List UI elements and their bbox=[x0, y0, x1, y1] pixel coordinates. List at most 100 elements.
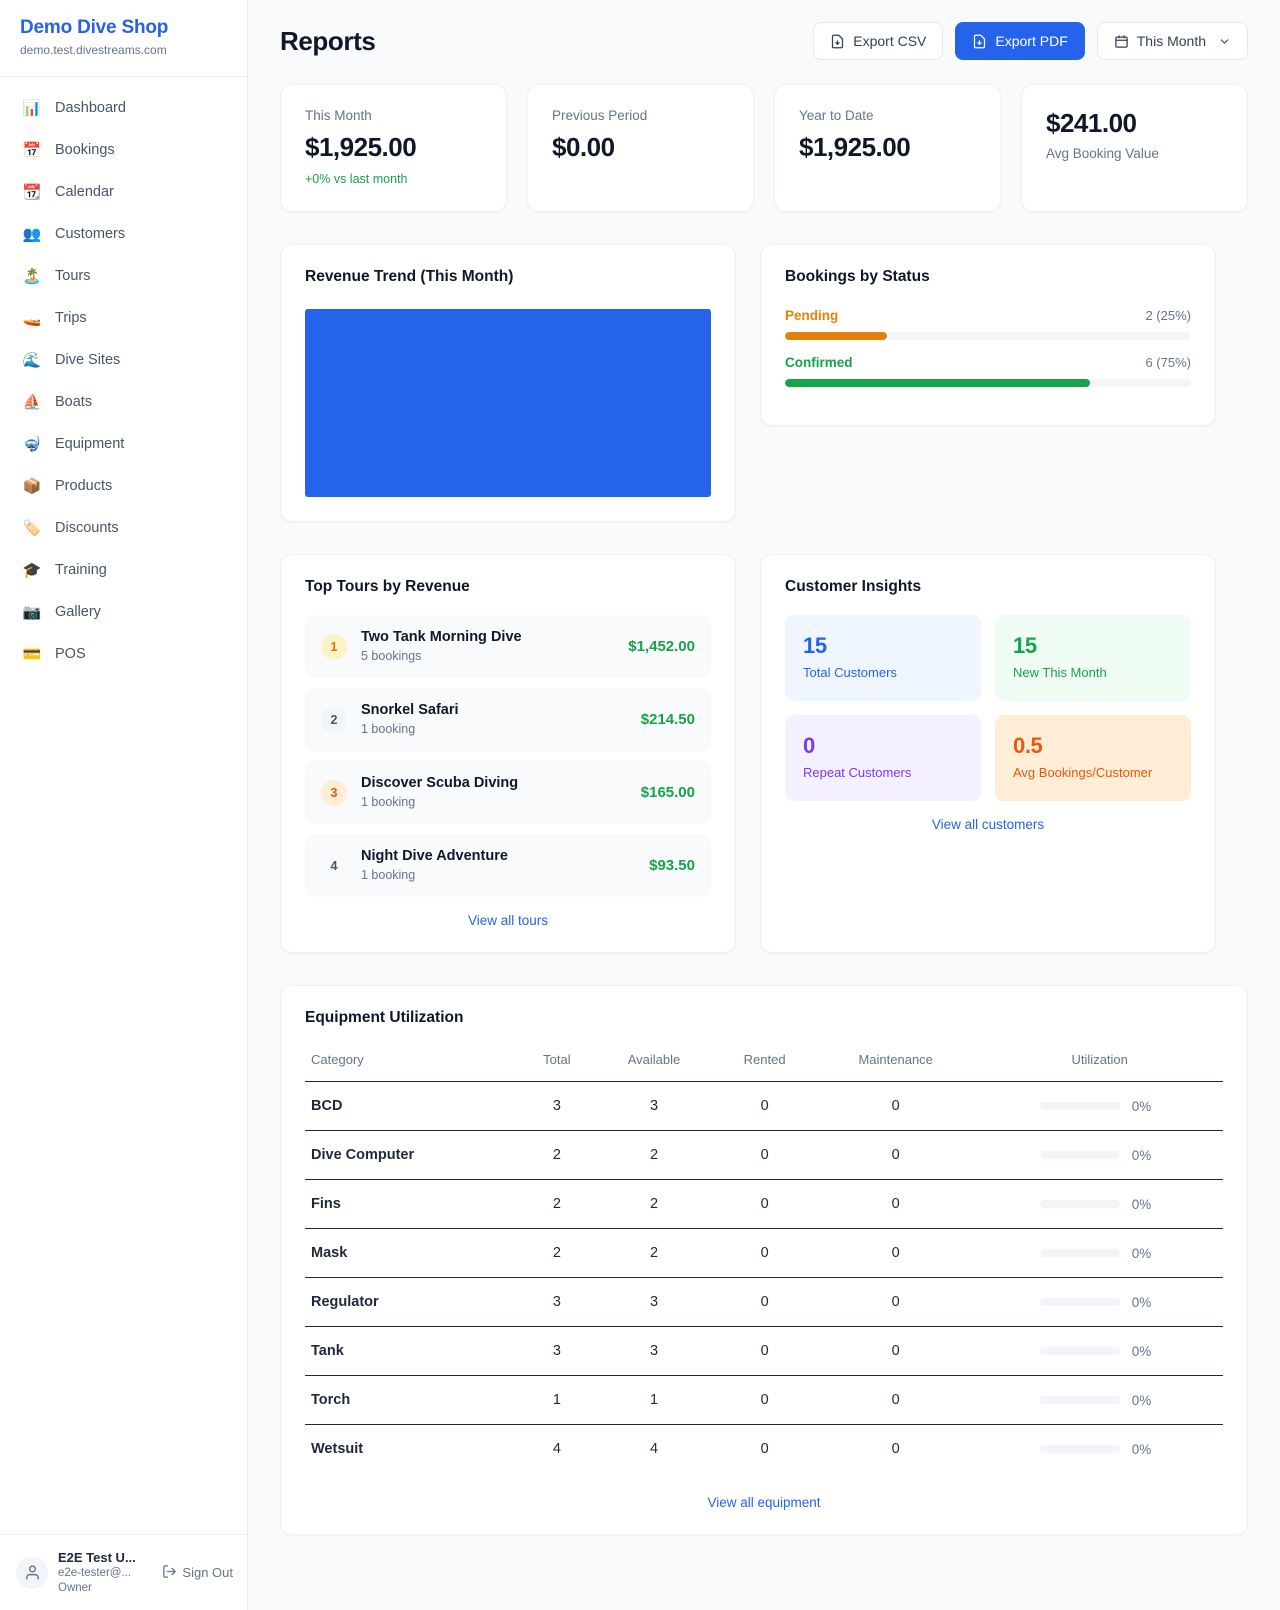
insight-value: 15 bbox=[1013, 633, 1037, 658]
insight-value: 0 bbox=[803, 733, 815, 758]
status-name: Confirmed bbox=[785, 355, 853, 370]
kpi-label: Year to Date bbox=[799, 108, 874, 123]
credit-card-icon: 💳 bbox=[22, 645, 42, 663]
export-pdf-button[interactable]: Export PDF bbox=[955, 22, 1085, 60]
equipment-category: Regulator bbox=[305, 1277, 521, 1327]
brand-block[interactable]: Demo Dive Shop demo.test.divestreams.com bbox=[0, 0, 247, 77]
tour-row[interactable]: 4 Night Dive Adventure 1 booking $93.50 bbox=[305, 834, 711, 897]
kpi-value: $1,925.00 bbox=[799, 132, 911, 162]
tour-rank-badge: 4 bbox=[330, 858, 338, 873]
utilization-progress-track bbox=[1039, 1249, 1120, 1257]
file-download-icon bbox=[830, 34, 845, 49]
utilization-progress-track bbox=[1039, 1200, 1120, 1208]
insight-value: 15 bbox=[803, 633, 827, 658]
sidebar-item-calendar[interactable]: 📆 Calendar bbox=[0, 171, 247, 213]
sidebar-item-gallery[interactable]: 📷 Gallery bbox=[0, 591, 247, 633]
sidebar-item-bookings[interactable]: 📅 Bookings bbox=[0, 129, 247, 171]
equipment-rented: 0 bbox=[760, 1441, 769, 1457]
insight-value: 0.5 bbox=[1013, 733, 1043, 758]
tear-off-calendar-icon: 📆 bbox=[22, 183, 42, 201]
status-progress-track bbox=[785, 332, 1191, 340]
kpi-card: Previous Period $0.00 bbox=[527, 84, 754, 212]
sidebar-item-label: Calendar bbox=[55, 184, 114, 200]
equipment-table-head: Category Total Available Rented Maintenance U… bbox=[305, 1044, 1223, 1082]
tour-name: Two Tank Morning Dive bbox=[361, 629, 522, 645]
speedboat-icon: 🚤 bbox=[22, 309, 42, 327]
tour-revenue: $214.50 bbox=[640, 711, 695, 728]
sidebar-item-customers[interactable]: 👥 Customers bbox=[0, 213, 247, 255]
user-role: Owner bbox=[58, 1582, 92, 1594]
equipment-total: 2 bbox=[520, 1228, 594, 1278]
status-progress-track bbox=[785, 379, 1191, 387]
equipment-maintenance: 0 bbox=[814, 1277, 977, 1327]
period-select[interactable]: This Month bbox=[1096, 22, 1248, 60]
equipment-maintenance: 0 bbox=[814, 1179, 977, 1229]
sidebar-item-boats[interactable]: ⛵ Boats bbox=[0, 381, 247, 423]
revenue-trend-title: Revenue Trend (This Month) bbox=[305, 268, 514, 285]
equipment-available: 2 bbox=[593, 1179, 715, 1229]
equipment-category: Tank bbox=[305, 1326, 521, 1376]
equipment-rented: 0 bbox=[714, 1130, 815, 1180]
sidebar-item-training[interactable]: 🎓 Training bbox=[0, 549, 247, 591]
sidebar-item-label: POS bbox=[55, 646, 86, 662]
kpi-label: Avg Booking Value bbox=[1046, 146, 1159, 161]
sidebar-item-equipment[interactable]: 🤿 Equipment bbox=[0, 423, 247, 465]
tours-list: 1 Two Tank Morning Dive 5 bookings $1,452.0… bbox=[305, 615, 711, 897]
equipment-total: 3 bbox=[520, 1277, 594, 1327]
view-all-equipment-link[interactable]: View all equipment bbox=[707, 1495, 821, 1510]
view-all-customers-link[interactable]: View all customers bbox=[931, 817, 1045, 832]
utilization-progress-track bbox=[1039, 1298, 1120, 1306]
kpi-card-avg-booking-value: $241.00 Avg Booking Value bbox=[1021, 84, 1248, 212]
sidebar-item-dive-sites[interactable]: 🌊 Dive Sites bbox=[0, 339, 247, 381]
sidebar-item-label: Trips bbox=[55, 310, 87, 326]
bookings-by-status-panel: Bookings by Status Pending 2 (25%) Confirm… bbox=[760, 244, 1216, 426]
equipment-available: 1 bbox=[593, 1375, 715, 1425]
sign-out-label: Sign Out bbox=[182, 1565, 233, 1580]
equipment-total: 3 bbox=[520, 1081, 594, 1131]
sidebar-item-trips[interactable]: 🚤 Trips bbox=[0, 297, 247, 339]
equipment-category: Dive Computer bbox=[305, 1130, 521, 1180]
sidebar-item-label: Equipment bbox=[55, 436, 125, 452]
table-row: Tank 3 3 0 0 0% bbox=[305, 1326, 1223, 1376]
tour-row[interactable]: 2 Snorkel Safari 1 booking $214.50 bbox=[305, 688, 711, 751]
equipment-utilization-cell: 0% bbox=[976, 1326, 1223, 1376]
sidebar-item-tours[interactable]: 🏝️ Tours bbox=[0, 255, 247, 297]
status-item: Confirmed 6 (75%) bbox=[785, 354, 1191, 387]
sidebar-item-pos[interactable]: 💳 POS bbox=[0, 633, 247, 675]
equipment-maintenance: 0 bbox=[814, 1375, 977, 1425]
user-name: E2E Test U... bbox=[58, 1550, 136, 1565]
sidebar-item-discounts[interactable]: 🏷️ Discounts bbox=[0, 507, 247, 549]
utilization-percent: 0% bbox=[1131, 1294, 1152, 1310]
package-icon: 📦 bbox=[22, 477, 42, 495]
kpi-delta: +0% vs last month bbox=[305, 172, 408, 186]
tour-name: Discover Scuba Diving bbox=[361, 775, 519, 791]
equipment-maintenance: 0 bbox=[891, 1441, 900, 1457]
sidebar-item-dashboard[interactable]: 📊 Dashboard bbox=[0, 87, 247, 129]
tour-rank-badge: 1 bbox=[321, 633, 347, 660]
customer-insight-card: 0 Repeat Customers bbox=[785, 715, 981, 801]
equipment-utilization-cell: 0% bbox=[976, 1179, 1223, 1229]
tour-revenue: $93.50 bbox=[649, 857, 695, 874]
utilization-progress-track bbox=[1039, 1396, 1120, 1404]
sidebar-item-label: Dashboard bbox=[55, 100, 126, 116]
tour-row[interactable]: 1 Two Tank Morning Dive 5 bookings $1,452.0… bbox=[305, 615, 711, 678]
sidebar-item-label: Customers bbox=[55, 226, 126, 242]
export-csv-button[interactable]: Export CSV bbox=[813, 22, 944, 60]
view-all-tours-link[interactable]: View all tours bbox=[467, 913, 549, 928]
graduation-cap-icon: 🎓 bbox=[22, 561, 42, 579]
tour-row[interactable]: 3 Discover Scuba Diving 1 booking $165.00 bbox=[305, 761, 711, 824]
column-header: Maintenance bbox=[814, 1044, 977, 1082]
equipment-available: 4 bbox=[649, 1441, 659, 1457]
equipment-total: 2 bbox=[520, 1179, 594, 1229]
sidebar-item-label: Boats bbox=[55, 394, 93, 410]
sidebar-nav: 📊 Dashboard 📅 Bookings 📆 Calendar 👥 Customers 🏝️… bbox=[0, 77, 247, 681]
sidebar-item-products[interactable]: 📦 Products bbox=[0, 465, 247, 507]
customer-insight-card: 0.5 Avg Bookings/Customer bbox=[995, 715, 1191, 801]
sign-out-button[interactable]: Sign Out bbox=[162, 1564, 235, 1582]
equipment-total: 4 bbox=[552, 1441, 561, 1457]
utilization-percent: 0% bbox=[1131, 1441, 1152, 1457]
kpi-row: This Month $1,925.00 +0% vs last month Prev… bbox=[280, 84, 1248, 212]
utilization-percent: 0% bbox=[1131, 1343, 1152, 1359]
utilization-percent: 0% bbox=[1131, 1098, 1152, 1114]
utilization-progress-track bbox=[1039, 1347, 1120, 1355]
